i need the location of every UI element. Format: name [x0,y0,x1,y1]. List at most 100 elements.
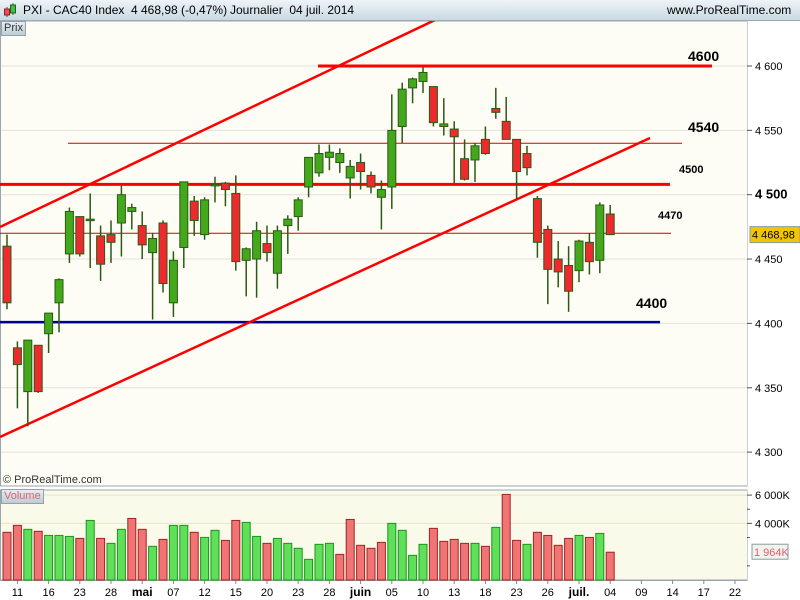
candle-body [449,128,459,138]
candle-body [200,199,210,236]
candle-body [2,245,12,304]
last-price-marker [749,226,800,244]
x-tick-label: 17 [698,587,710,599]
candle-body [12,347,22,366]
candle [574,239,584,283]
candle [543,225,553,305]
x-tick-label: 14 [666,587,678,599]
candle-body [231,192,241,263]
volume-bar [220,539,230,581]
candle-body [335,153,345,164]
volume-bar [179,524,189,581]
candle [366,171,376,194]
candle [127,203,137,230]
candle [179,181,189,269]
volume-bar [283,542,293,581]
candle-body [564,264,574,292]
volume-bar [584,536,594,581]
y-tick-label: 4 400 [755,318,783,330]
volume-bar [96,537,106,581]
candle [75,216,85,257]
candle-body [189,200,199,221]
x-tick-label: mai [132,585,153,599]
candle-body [397,88,407,127]
candle [480,126,490,155]
last-volume-marker [751,543,789,560]
candle-body [283,218,293,227]
horizontal-line-label: 4400 [636,295,667,311]
candle [335,148,345,173]
candle [33,344,43,393]
candle-body [241,248,251,261]
volume-bar [428,527,438,581]
volume-bar [512,539,522,581]
site-link[interactable]: www.ProRealTime.com [667,3,792,17]
volume-bar [106,542,116,581]
volume-bar [324,542,334,581]
x-tick-label: 20 [261,587,273,599]
x-tick-label: 09 [635,587,647,599]
candle-body [387,129,397,188]
candle [408,77,418,104]
volume-bar [595,532,605,581]
lower-trendline[interactable] [0,136,651,439]
volume-bar [44,534,54,581]
volume-bar [23,528,33,581]
candle-body [480,138,490,155]
x-tick-label: 07 [167,587,179,599]
upper-trendline[interactable] [0,18,436,229]
candle [116,185,126,257]
candle [491,87,501,119]
volume-bar [127,517,137,581]
candle [54,278,64,333]
volume-bar [387,522,397,581]
price-panel-tag[interactable]: Prix [1,21,26,36]
candle [106,220,116,263]
volume-bar [241,521,251,581]
candle [501,96,511,140]
volume-tick-label: 6 000K [755,490,791,502]
instrument-title: PXI - CAC40 Index [23,3,125,17]
volume-bar [33,530,43,581]
candle-body [408,78,418,89]
volume-bar [418,543,428,581]
candle-body [106,234,116,243]
y-tick-label: 4 300 [755,447,783,459]
candle-body [116,194,126,224]
volume-bar [210,529,220,581]
volume-bar [397,529,407,581]
candle-body [584,241,594,263]
axis-area [747,21,800,580]
candle-body [137,225,147,246]
volume-panel-tag[interactable]: Volume [1,489,44,504]
candle-body [85,218,95,222]
candle [428,86,438,127]
candle-body [272,230,282,274]
candle-body [179,181,189,248]
candle [210,176,220,203]
volume-bar [158,538,168,581]
volume-bar [189,531,199,581]
candle-body [220,182,230,191]
candle-body [23,339,33,393]
candle-body [345,165,355,179]
candle-body [439,123,449,127]
volume-bar [116,528,126,581]
candle-body [605,213,615,236]
candle [449,121,459,184]
volume-bar [314,543,324,581]
candle [189,195,199,236]
candle-body [314,153,324,174]
candle [2,234,12,310]
candle-body [293,199,303,218]
candle [64,207,74,263]
candle-body [210,183,220,187]
candle [314,144,324,177]
x-tick-label: 13 [448,587,460,599]
candle-body [262,243,272,254]
candle [470,143,480,182]
volume-bar [501,493,511,581]
candle-body [44,312,54,335]
volume-bar [345,518,355,581]
volume-bar [356,544,366,581]
